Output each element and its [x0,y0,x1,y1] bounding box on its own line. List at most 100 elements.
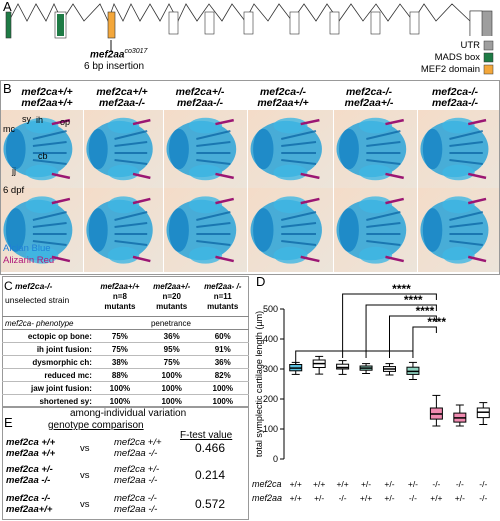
bracket-line [389,315,437,358]
table-row: jaw joint fusion: 100% 100% 100% [2,381,249,395]
x-row-label-mef2ca: mef2ca [252,479,282,489]
f-test-value: 0.466 [195,441,226,455]
panel-label-e: E [4,415,13,430]
panel-label-b: B [3,81,12,96]
box-2 [312,355,326,375]
cartilage-photo [164,188,247,272]
significance-label: **** [392,282,411,296]
exon-4 [168,11,179,35]
header-aa-wt: mef2aa+/+ n=8 mutants [100,281,140,311]
table-row: ectopic op bone: 75% 36% 60% [2,329,249,343]
genotype-a-line1: mef2ca -/- [6,493,51,504]
header-aa-het: mef2aa+/- n=20 mutants [153,281,191,311]
y-tick-label: 200 [263,394,278,404]
exon-8 [329,11,340,35]
table-row: reduced mc: 88% 100% 82% [2,368,249,382]
col-header-5: mef2ca-/- mef2aa+/- [344,86,394,109]
x-tick-label-aa: -/- [479,493,487,503]
legend-mads: MADS box [434,52,480,63]
x-tick-label-aa: -/- [339,493,347,503]
box-6 [406,361,420,380]
bracket-base [295,350,413,364]
genotype-b-line1: mef2ca +/+ [114,437,162,448]
cartilage-photo [418,188,499,272]
label-op: op [60,117,71,127]
x-tick-label-aa: +/- [384,493,394,503]
x-tick-label-ca: +/+ [290,479,302,489]
stain-alizarin: Alizarin Red [3,255,55,266]
x-tick-label-aa: +/+ [290,493,302,503]
col-header-6: mef2ca-/- mef2aa-/- [431,86,479,109]
genotype-a-line1: mef2ca +/+ [6,437,56,448]
genotype-b-line1: mef2ca -/- [114,493,157,504]
genotype-b-line2: mef2aa -/- [114,504,158,515]
label-cb: cb [38,151,48,161]
panel-label-c: C [4,279,13,293]
x-tick-label-ca: +/- [361,479,371,489]
strain-cell: mef2ca-/- unselected strain [5,281,70,305]
box-7 [429,394,443,427]
stain-alcian: Alcian Blue [3,243,51,254]
legend-utr: UTR [460,40,480,51]
col-header-3: mef2ca+/- mef2aa-/- [175,86,225,109]
significance-bracket: **** [342,282,437,358]
significance-label: **** [416,304,435,318]
f-test-value: 0.214 [195,468,226,482]
x-tick-label-ca: +/+ [313,479,325,489]
x-tick-label-ca: -/- [456,479,464,489]
bracket-line [342,293,437,358]
genotype-b-line2: mef2aa -/- [114,475,158,486]
significance-label: **** [427,315,446,329]
legend-swatch-mads [483,52,494,63]
gene-structure-diagram [5,3,496,78]
significance-bracket: **** [365,293,437,358]
legend-labels: UTR MADS box MEF2 domain [421,40,480,76]
age-label: 6 dpf [3,185,25,196]
col-header-4: mef2ca-/- mef2aa+/+ [257,86,309,109]
x-tick-label-ca: +/- [384,479,394,489]
genotype-a-line1: mef2ca +/- [6,464,53,475]
x-row-label-mef2aa: mef2aa [252,493,282,503]
cartilage-photo-grid [1,110,499,272]
panel-label-a: A [3,0,12,14]
genotype-a-line2: mef2aa +/+ [6,448,56,459]
bracket-line [365,304,437,358]
genotype-comparison-header: genotype comparison [48,420,144,431]
vs-label: vs [80,443,90,454]
col-header-2: mef2ca+/+ mef2aa-/- [96,86,148,109]
allele-label: mef2aaco3017 [90,48,148,61]
table-row: ih joint fusion: 75% 95% 91% [2,342,249,356]
y-tick-label: 0 [273,454,278,464]
y-tick-label: 400 [263,334,278,344]
label-ih: ih [36,115,44,125]
col-header-1: mef2ca+/+ mef2aa+/+ [21,86,73,109]
genotype-b-line1: mef2ca +/- [114,464,160,475]
exon-3-mef2-domain [107,11,116,39]
exon-1 [5,11,12,39]
box-9 [476,402,490,425]
table-row: shortened sy: 100% 100% 100% [2,394,249,408]
legend-swatch-utr [483,40,494,51]
y-tick-label: 500 [263,304,278,314]
cartilage-photo [248,110,333,188]
exon-5 [204,11,215,35]
panel-label-d: D [256,274,266,289]
exon-7 [289,11,300,35]
label-jj: jj [12,166,16,176]
y-axis-label: total symplectic cartilage length (µm) [254,311,264,457]
box-8 [453,404,467,427]
genotype-a-line2: mef2aa -/- [6,475,51,486]
header-aa-mut: mef2aa- /- n=11 mutants [204,281,242,311]
mads-box-region [57,14,64,36]
legend-bg [420,36,496,78]
cartilage-photo [84,110,163,188]
exon-9 [370,11,381,35]
significance-bracket: **** [412,315,446,358]
label-mc: mc [3,124,15,134]
x-tick-label-ca: +/- [408,479,418,489]
intron-lines [8,3,471,23]
exon-10 [409,11,420,35]
table-row: dysmorphic ch: 38% 75% 36% [2,355,249,369]
x-tick-label-ca: -/- [479,479,487,489]
